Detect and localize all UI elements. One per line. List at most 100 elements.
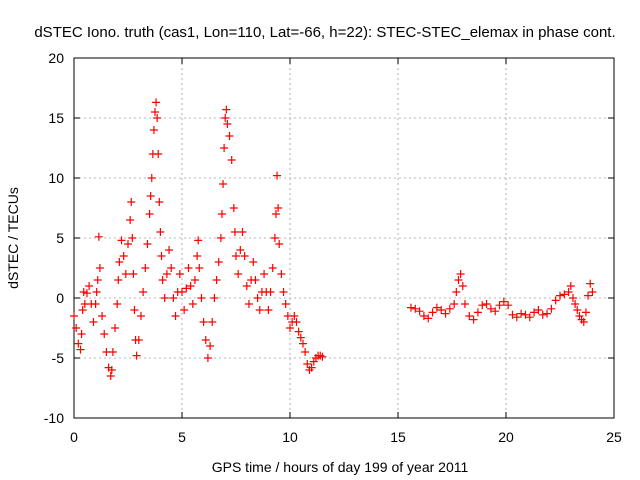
data-point (556, 291, 564, 300)
data-point (469, 315, 478, 324)
axis-ticks: 0 5 10 15 20 25 -10 -5 0 5 10 15 20 (44, 50, 622, 445)
data-point (134, 336, 143, 344)
x-tick-label: 15 (390, 429, 406, 445)
data-point (538, 310, 547, 319)
y-tick-label: -10 (44, 410, 64, 426)
data-point (108, 348, 117, 356)
data-point (547, 304, 556, 313)
data-point (154, 150, 163, 158)
data-point (530, 308, 539, 317)
data-point (169, 294, 178, 302)
data-point (121, 270, 130, 278)
data-point (236, 246, 245, 254)
data-point (182, 284, 191, 293)
chart-title: dSTEC Iono. truth (cas1, Lon=110, Lat=-6… (34, 24, 615, 41)
data-point (274, 204, 283, 212)
data-point (579, 318, 588, 326)
data-point (586, 279, 595, 288)
data-point (437, 306, 446, 314)
data-point (151, 108, 159, 116)
data-point (190, 276, 199, 284)
data-point (268, 264, 277, 272)
data-point (517, 309, 526, 318)
data-point (419, 312, 428, 320)
data-point (143, 240, 152, 248)
data-point (157, 252, 166, 260)
data-point (277, 270, 286, 278)
x-tick-label: 5 (178, 429, 186, 445)
data-point (82, 289, 91, 298)
data-point (525, 313, 534, 322)
x-tick-label: 10 (282, 429, 298, 445)
data-point (504, 301, 513, 310)
y-tick-label: 10 (48, 170, 64, 186)
data-point (242, 282, 251, 290)
data-point (238, 228, 247, 236)
data-point (406, 303, 415, 312)
data-point (298, 339, 307, 348)
data-point (94, 232, 103, 241)
data-point (573, 306, 582, 314)
data-point (214, 258, 223, 266)
data-point (128, 234, 137, 242)
data-point (139, 288, 148, 296)
data-point (223, 120, 232, 128)
data-point (411, 304, 420, 313)
data-point (441, 309, 450, 318)
data-point (415, 307, 424, 316)
data-point (294, 327, 303, 336)
data-point (290, 312, 299, 320)
data-point (165, 246, 174, 254)
data-point (129, 270, 138, 278)
data-point (220, 144, 229, 152)
data-point (478, 301, 487, 310)
data-point (584, 291, 593, 300)
data-point (249, 258, 258, 266)
data-point (264, 306, 273, 314)
x-tick-label: 25 (606, 429, 622, 445)
data-point (281, 300, 290, 308)
data-point (199, 318, 208, 326)
data-point (229, 204, 238, 212)
data-point (588, 288, 597, 296)
data-point (130, 306, 139, 314)
data-point (244, 300, 253, 308)
data-point (301, 348, 310, 356)
data-point (92, 288, 101, 296)
data-point (76, 345, 85, 354)
data-point (465, 312, 474, 320)
data-point (153, 114, 162, 122)
data-point (188, 300, 197, 308)
data-point (271, 210, 280, 218)
data-point (167, 264, 176, 272)
data-point (499, 297, 508, 306)
y-tick-label: 0 (56, 290, 64, 306)
data-point (253, 294, 262, 302)
data-point (227, 156, 236, 164)
data-point (251, 276, 260, 284)
data-point (564, 288, 573, 296)
data-point (206, 342, 215, 350)
data-point (273, 171, 282, 180)
data-point (210, 294, 219, 302)
data-point (454, 276, 463, 284)
data-point (156, 228, 165, 236)
data-point (194, 236, 203, 245)
data-point (551, 296, 560, 305)
data-point (216, 234, 225, 242)
data-point (512, 313, 521, 322)
data-point (184, 264, 193, 272)
data-point (171, 312, 180, 320)
data-point (225, 132, 234, 140)
data-point (279, 288, 288, 296)
data-point (208, 318, 217, 326)
data-point (292, 318, 301, 326)
data-point (456, 270, 465, 278)
data-point (445, 304, 454, 313)
data-point (107, 366, 116, 374)
x-axis-label: GPS time / hours of day 199 of year 2011 (212, 459, 469, 475)
data-point (160, 294, 169, 302)
data-point (78, 306, 87, 314)
data-point (566, 282, 575, 290)
data-point (117, 236, 126, 245)
